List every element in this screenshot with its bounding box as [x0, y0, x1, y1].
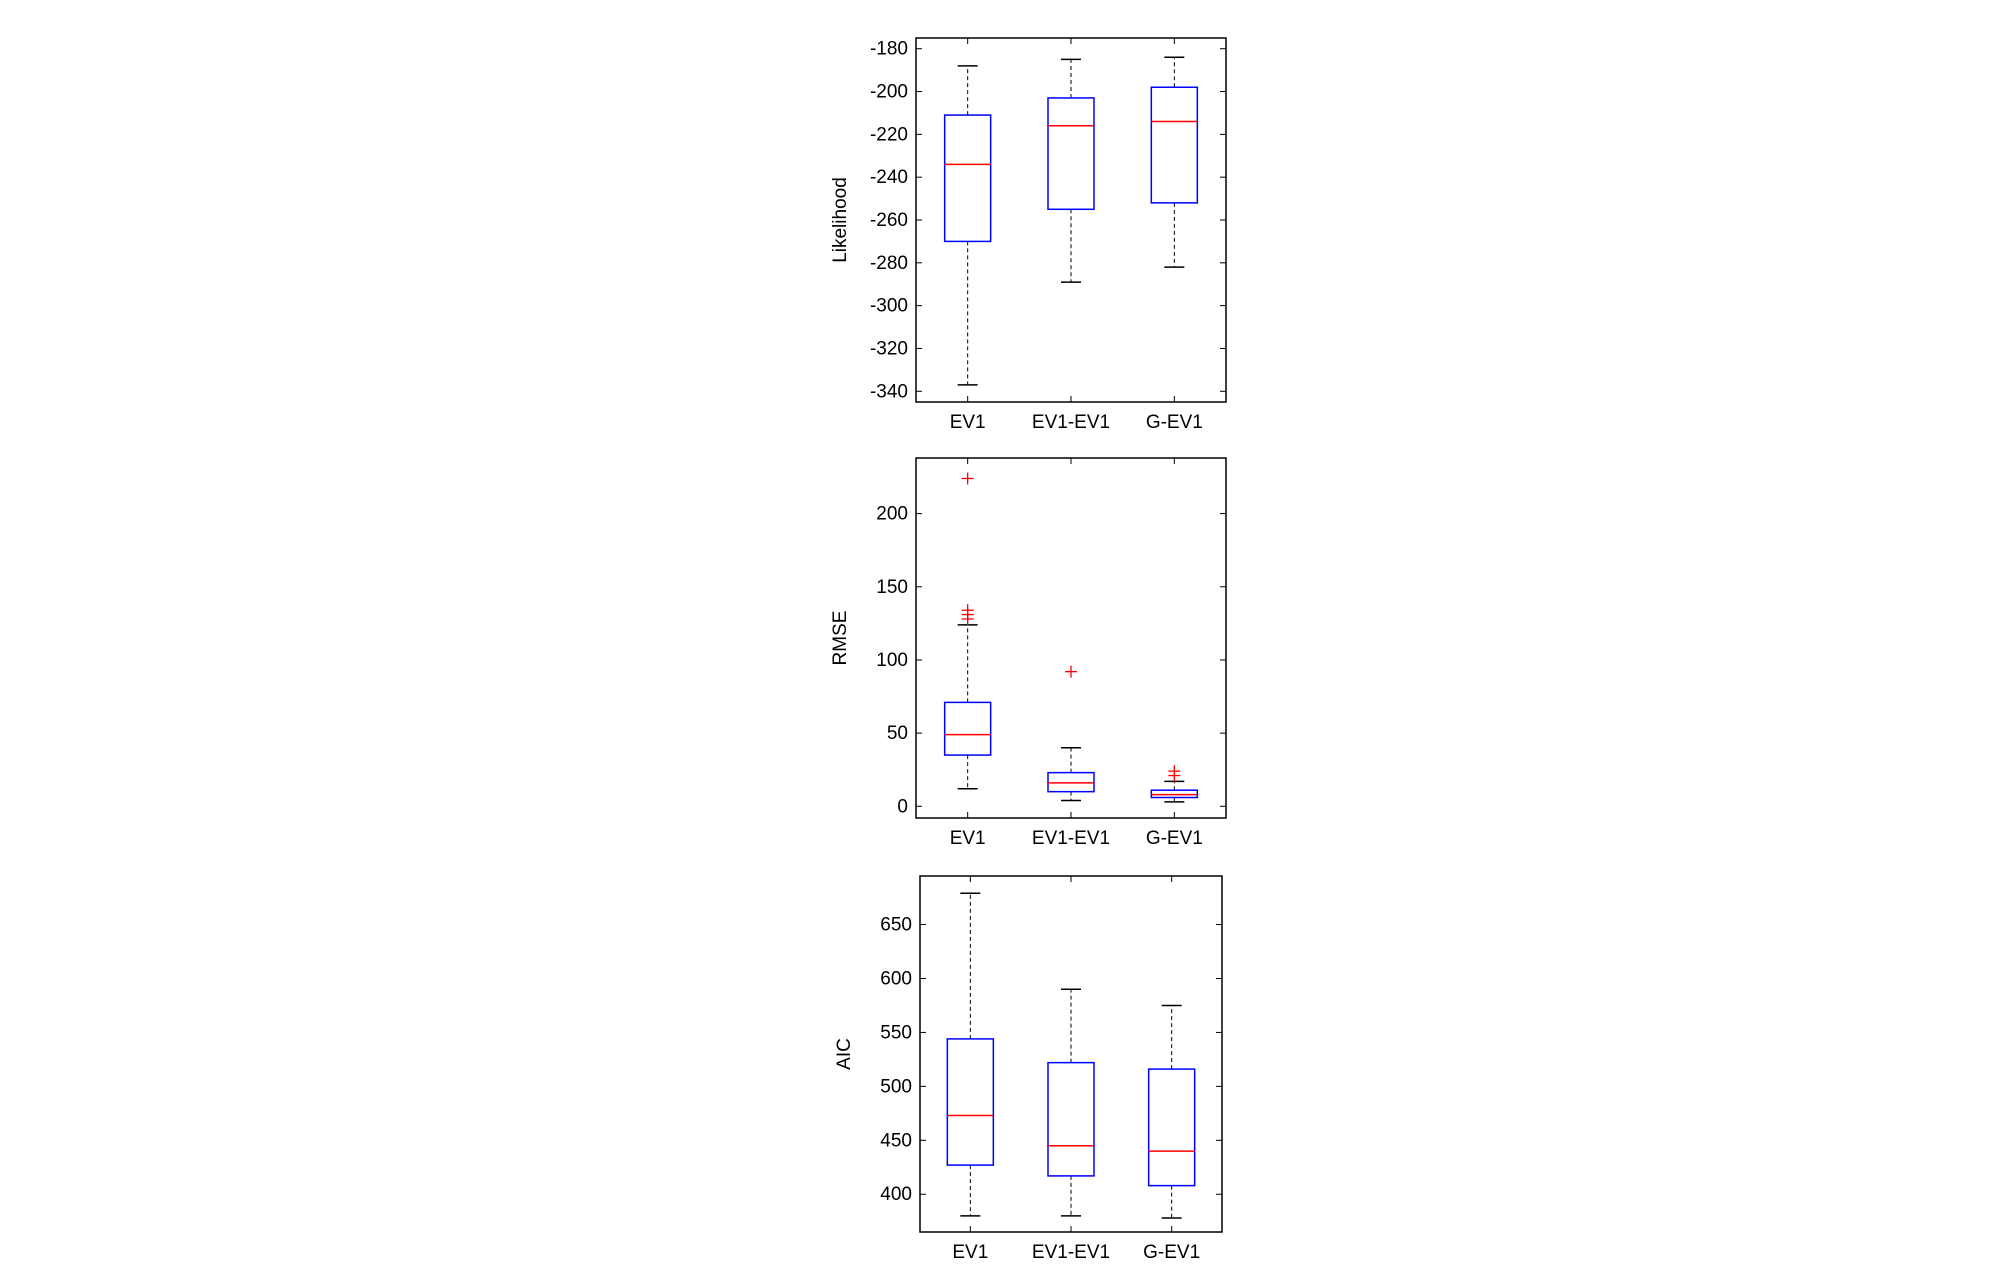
- aic-category-label: EV1-EV1: [1032, 1242, 1110, 1263]
- iqr-box: [1150, 86, 1199, 204]
- rmse-ytick-label: 100: [876, 650, 908, 671]
- iqr-box: [943, 114, 992, 243]
- likelihood-category-label: EV1: [950, 412, 986, 433]
- aic-ytick-label: 450: [880, 1130, 912, 1151]
- rmse-ylabel: RMSE: [830, 611, 851, 666]
- aic-category-label: G-EV1: [1143, 1242, 1200, 1263]
- aic-box-ev1-ev1: EV1-EV1: [1032, 876, 1110, 1263]
- likelihood-ytick-label: -180: [870, 39, 908, 60]
- likelihood-category-label: G-EV1: [1146, 412, 1203, 433]
- likelihood-ytick-label: -220: [870, 124, 908, 145]
- rmse-box-ev1: EV1: [943, 458, 992, 849]
- iqr-box: [946, 1038, 995, 1166]
- rmse-category-label: G-EV1: [1146, 828, 1203, 849]
- rmse-ytick-label: 150: [876, 577, 908, 598]
- aic-ytick-label: 500: [880, 1076, 912, 1097]
- iqr-box: [1047, 1061, 1095, 1177]
- likelihood-ytick-label: -300: [870, 296, 908, 317]
- outlier-marker: [961, 612, 974, 625]
- rmse-category-label: EV1: [950, 828, 986, 849]
- iqr-box: [1147, 1068, 1196, 1187]
- likelihood-ytick-label: -200: [870, 82, 908, 103]
- aic-ytick-label: 550: [880, 1022, 912, 1043]
- rmse-ytick-label: 50: [887, 723, 908, 744]
- outlier-marker: [1168, 769, 1181, 782]
- aic-box-g-ev1: G-EV1: [1143, 876, 1200, 1263]
- rmse-category-label: EV1-EV1: [1032, 828, 1110, 849]
- likelihood-box-ev1: EV1: [943, 38, 992, 433]
- likelihood-ylabel: Likelihood: [830, 177, 851, 263]
- outlier-marker: [961, 472, 974, 485]
- aic-box-ev1: EV1: [946, 876, 995, 1263]
- likelihood-ytick-label: -240: [870, 167, 908, 188]
- likelihood-box-g-ev1: G-EV1: [1146, 38, 1203, 433]
- aic-ytick-label: 650: [880, 915, 912, 936]
- aic-category-label: EV1: [952, 1242, 988, 1263]
- rmse-box-ev1-ev1: EV1-EV1: [1032, 458, 1110, 849]
- likelihood-ytick-label: -340: [870, 381, 908, 402]
- rmse-panel: 0 50 100 150 200 RMSE EV1 EV1-EV1 G-EV1: [830, 457, 1227, 849]
- iqr-box: [943, 701, 992, 756]
- likelihood-box-ev1-ev1: EV1-EV1: [1032, 38, 1110, 433]
- rmse-box-g-ev1: G-EV1: [1146, 458, 1203, 849]
- aic-ylabel: AIC: [834, 1038, 855, 1070]
- likelihood-ytick-label: -320: [870, 338, 908, 359]
- likelihood-panel: -180 -200 -220 -240 -260 -280 -300 -320 -340 Like…: [830, 37, 1227, 433]
- likelihood-ytick-label: -260: [870, 210, 908, 231]
- likelihood-ytick-label: -280: [870, 253, 908, 274]
- rmse-ytick-label: 0: [897, 796, 908, 817]
- aic-ytick-label: 400: [880, 1184, 912, 1205]
- likelihood-category-label: EV1-EV1: [1032, 412, 1110, 433]
- rmse-ytick-label: 200: [876, 504, 908, 525]
- aic-panel: 400 450 500 550 600 650 AIC EV1 EV1-EV1 G-EV1: [834, 875, 1223, 1263]
- aic-ytick-label: 600: [880, 968, 912, 989]
- iqr-box: [1047, 97, 1095, 211]
- outlier-marker: [1065, 665, 1077, 678]
